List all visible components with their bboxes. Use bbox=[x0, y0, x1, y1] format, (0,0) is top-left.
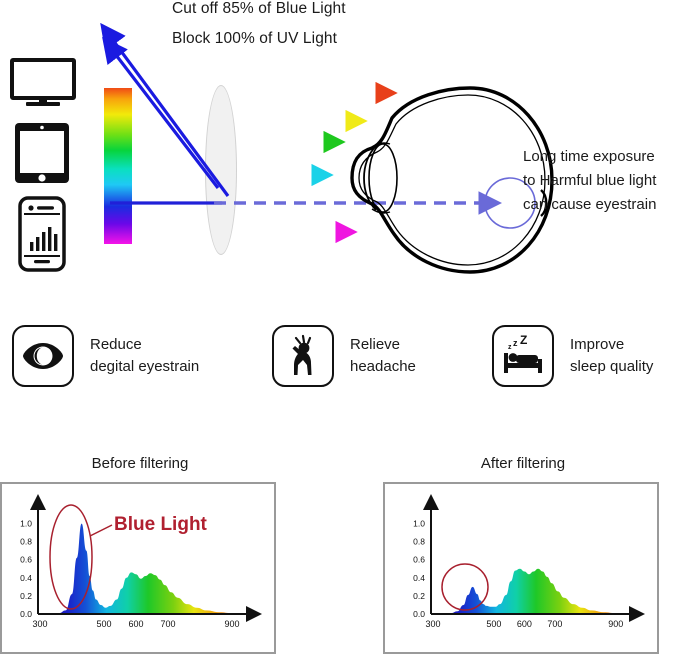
benefit-label-line-2: degital eyestrain bbox=[90, 358, 200, 375]
y-tick-label: 1.0 bbox=[20, 519, 32, 529]
y-tick-label: 0.2 bbox=[20, 591, 32, 601]
benefit-reduce-eyestrain: Reduce degital eyestrain bbox=[12, 325, 199, 387]
benefit-label-line-1: Improve bbox=[570, 336, 625, 353]
headache-icon bbox=[272, 325, 334, 387]
benefit-label: Improve sleep quality bbox=[570, 334, 653, 378]
sleep-z-large: Z bbox=[520, 335, 527, 347]
headline-blue-light: Cut off 85% of Blue Light bbox=[172, 0, 346, 17]
eye-icon bbox=[12, 325, 74, 387]
spectrum-area bbox=[433, 568, 631, 614]
eye-ciliary-top bbox=[371, 142, 391, 148]
tablet-icon bbox=[14, 122, 70, 189]
x-tick-label: 300 bbox=[32, 619, 47, 629]
blue-light-annotation: Blue Light bbox=[114, 514, 208, 535]
y-tick-label: 0.0 bbox=[20, 609, 32, 619]
sleep-icon: z z Z bbox=[492, 325, 554, 387]
spectrum-plot: 0.0 0.2 0.4 0.6 0.8 1.0 300 500 600 700 900 Blue … bbox=[20, 494, 262, 629]
x-tick-label: 500 bbox=[96, 619, 111, 629]
spectrum-area bbox=[40, 523, 248, 614]
ray-and-eye-diagram bbox=[100, 22, 554, 274]
y-tick-label: 0.8 bbox=[413, 537, 425, 547]
x-tick-label: 900 bbox=[224, 619, 239, 629]
benefit-label: Reduce degital eyestrain bbox=[90, 334, 199, 378]
y-tick-label: 0.8 bbox=[20, 537, 32, 547]
eye-cornea bbox=[363, 145, 377, 211]
eye-sclera bbox=[350, 86, 554, 274]
smartphone-icon bbox=[18, 196, 66, 277]
eye-ciliary-bottom bbox=[371, 208, 391, 214]
eye-caption-line-3: can cause eyestrain bbox=[523, 196, 657, 213]
y-tick-label: 0.4 bbox=[20, 573, 32, 583]
benefit-relieve-headache: Relieve headache bbox=[272, 325, 416, 387]
y-tick-label: 0.2 bbox=[413, 591, 425, 601]
blue-light-highlight-ellipse bbox=[49, 504, 93, 610]
sleep-z-small: z bbox=[508, 344, 512, 351]
y-tick-label: 0.6 bbox=[413, 555, 425, 565]
chart-frame: 0.0 0.2 0.4 0.6 0.8 1.0 300 500 600 700 900 Blue … bbox=[0, 482, 276, 654]
chart-title: After filtering bbox=[480, 455, 566, 472]
monitor-icon bbox=[10, 58, 76, 111]
headline-uv-light: Block 100% of UV Light bbox=[172, 30, 338, 47]
x-tick-label: 700 bbox=[160, 619, 175, 629]
benefit-label-line-1: Reduce bbox=[90, 336, 142, 353]
retina-highlight-circle bbox=[484, 177, 536, 229]
benefit-improve-sleep: z z Z Improve sleep quality bbox=[492, 325, 653, 387]
spectrum-plot: 0.0 0.2 0.4 0.6 0.8 1.0 300 500 600 700 900 bbox=[413, 494, 645, 629]
eye-inner-line bbox=[358, 94, 546, 266]
eye-diagram bbox=[350, 86, 554, 274]
y-tick-label: 0.6 bbox=[20, 555, 32, 565]
chart-frame: 0.0 0.2 0.4 0.6 0.8 1.0 300 500 600 700 900 bbox=[383, 482, 659, 654]
spectrum-source-bar bbox=[104, 88, 132, 244]
eye-caption: Long time exposure to Harmful blue light… bbox=[523, 145, 656, 217]
eye-optic-notch bbox=[540, 189, 548, 217]
y-tick-label: 1.0 bbox=[413, 519, 425, 529]
eye-lens bbox=[368, 143, 398, 213]
x-tick-label: 500 bbox=[486, 619, 501, 629]
benefit-label-line-2: headache bbox=[350, 358, 416, 375]
benefit-label: Relieve headache bbox=[350, 334, 416, 378]
x-tick-label: 600 bbox=[517, 619, 532, 629]
chart-before-filtering: Before filtering bbox=[0, 455, 280, 654]
blue-light-highlight-circle bbox=[441, 563, 489, 611]
blue-ray-reflected-2 bbox=[102, 36, 220, 189]
eye-caption-line-2: to Harmful blue light bbox=[523, 172, 657, 189]
annotation-leader-line bbox=[89, 524, 113, 537]
benefit-label-line-2: sleep quality bbox=[570, 358, 654, 375]
x-tick-label: 600 bbox=[128, 619, 143, 629]
blue-ray-reflected-1 bbox=[100, 22, 230, 197]
chart-after-filtering: After filtering bbox=[383, 455, 663, 654]
y-tick-label: 0.4 bbox=[413, 573, 425, 583]
x-tick-label: 900 bbox=[608, 619, 623, 629]
y-tick-label: 0.0 bbox=[413, 609, 425, 619]
x-tick-label: 300 bbox=[425, 619, 440, 629]
benefit-label-line-1: Relieve bbox=[350, 336, 401, 353]
eye-caption-line-1: Long time exposure bbox=[523, 148, 655, 165]
sleep-z-mid: z bbox=[513, 338, 518, 348]
chart-title: Before filtering bbox=[91, 455, 189, 472]
x-tick-label: 700 bbox=[547, 619, 562, 629]
